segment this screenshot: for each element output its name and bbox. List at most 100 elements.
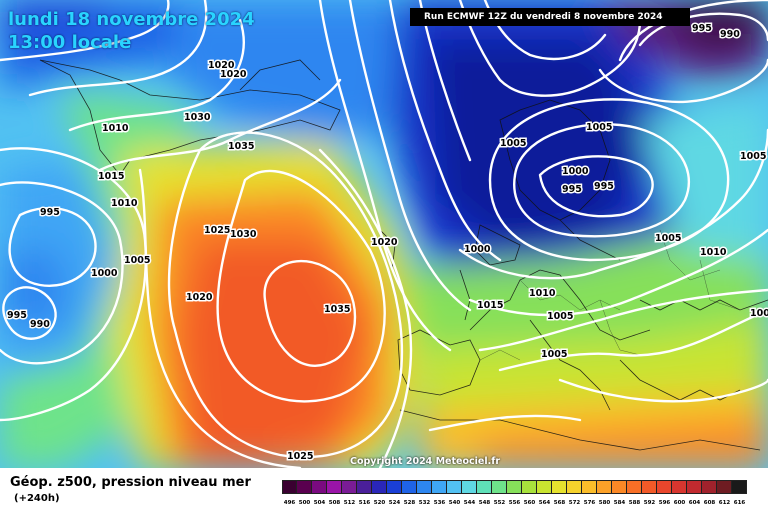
isobar-lines — [0, 0, 768, 468]
colorbar-swatch — [687, 480, 702, 494]
colorbar-tick-label: 604 — [688, 500, 701, 506]
colorbar-tick-label: 548 — [478, 500, 491, 506]
colorbar-tick-label: 508 — [328, 500, 341, 506]
colorbar — [282, 480, 747, 494]
colorbar-swatch — [432, 480, 447, 494]
isobar-label: 1020 — [220, 69, 247, 80]
coastlines — [39, 59, 768, 451]
z500-color-field — [0, 0, 768, 468]
colorbar-tick-label: 560 — [523, 500, 536, 506]
colorbar-tick-label: 524 — [388, 500, 401, 506]
colorbar-swatch — [597, 480, 612, 494]
geopotential-map: 1020 1020 1030 1035 1015 1010 995 1005 1… — [0, 0, 768, 468]
isobar-label: 995 — [40, 207, 60, 218]
isobar-label: 1010 — [700, 247, 727, 258]
colorbar-tick-label: 580 — [598, 500, 611, 506]
isobar-label: 995 — [692, 23, 712, 34]
map-area: 1020 1020 1030 1035 1015 1010 995 1005 1… — [0, 0, 768, 468]
isobar-label: 1005 — [547, 311, 573, 322]
isobar-label: 1010 — [529, 288, 556, 299]
isobar-label: 1005 — [655, 233, 681, 244]
colorbar-tick-label: 544 — [463, 500, 476, 506]
colorbar-tick-label: 576 — [583, 500, 596, 506]
colorbar-swatch — [717, 480, 732, 494]
isobar-label: 1035 — [228, 141, 254, 152]
colorbar-swatch — [312, 480, 327, 494]
isobar-label: 1035 — [324, 304, 350, 315]
colorbar-swatch — [447, 480, 462, 494]
model-run-info: Run ECMWF 12Z du vendredi 8 novembre 202… — [410, 8, 690, 26]
colorbar-tick-label: 572 — [568, 500, 581, 506]
pressure-labels: 1020 1020 1030 1035 1015 1010 995 1005 1… — [6, 22, 768, 464]
isobar-label: 1005 — [124, 255, 150, 266]
isobar-label: 1030 — [184, 112, 211, 123]
colorbar-swatch — [417, 480, 432, 494]
isobar-label: 1005 — [586, 122, 612, 133]
isobar-label: 1020 — [186, 292, 213, 303]
forecast-date: lundi 18 novembre 2024 — [8, 9, 255, 30]
colorbar-tick-label: 588 — [628, 500, 641, 506]
isobar-label: 1000 — [91, 268, 118, 279]
colorbar-tick-label: 568 — [553, 500, 566, 506]
isobar-label: 995 — [562, 184, 582, 195]
colorbar-tick-label: 592 — [643, 500, 656, 506]
colorbar-tick-label: 584 — [613, 500, 626, 506]
isobar-label: 1015 — [98, 171, 124, 182]
isobar-label: 1000 — [562, 166, 589, 177]
colorbar-swatch — [672, 480, 687, 494]
colorbar-swatch — [507, 480, 522, 494]
colorbar-tick-label: 500 — [298, 500, 311, 506]
isobar-label: 1015 — [477, 300, 503, 311]
colorbar-swatch — [657, 480, 672, 494]
colorbar-tick-label: 516 — [358, 500, 371, 506]
colorbar-tick-label: 564 — [538, 500, 551, 506]
colorbar-swatch — [477, 480, 492, 494]
colorbar-swatch — [492, 480, 507, 494]
colorbar-tick-label: 612 — [718, 500, 731, 506]
isobar-label: 1030 — [230, 229, 257, 240]
colorbar-swatch — [357, 480, 372, 494]
colorbar-tick-label: 596 — [658, 500, 671, 506]
isobar-label: 1005 — [740, 151, 766, 162]
isobar-label: 990 — [720, 29, 740, 40]
colorbar-labels: 496 500 504 508 512 516 520 524 528 532 536 540 544 5… — [282, 500, 747, 506]
colorbar-swatch — [282, 480, 297, 494]
colorbar-swatch — [297, 480, 312, 494]
isobar-label: 1005 — [500, 138, 526, 149]
colorbar-tick-label: 608 — [703, 500, 716, 506]
colorbar-swatch — [552, 480, 567, 494]
colorbar-swatch — [462, 480, 477, 494]
colorbar-swatch — [522, 480, 537, 494]
country-borders — [479, 229, 741, 361]
colorbar-swatch — [372, 480, 387, 494]
isobar-label: 1020 — [371, 237, 398, 248]
colorbar-swatch — [402, 480, 417, 494]
lead-time-label: (+240h) — [14, 493, 60, 504]
isobar-label: 1020 — [208, 60, 235, 71]
copyright-notice: Copyright 2024 Meteociel.fr — [350, 456, 501, 467]
legend-title: Géop. z500, pression niveau mer — [10, 475, 251, 490]
colorbar-swatch — [612, 480, 627, 494]
colorbar-tick-label: 540 — [448, 500, 461, 506]
colorbar-swatch — [627, 480, 642, 494]
colorbar-swatch — [567, 480, 582, 494]
isobar-label: 1010 — [111, 198, 138, 209]
colorbar-swatch — [342, 480, 357, 494]
colorbar-tick-label: 536 — [433, 500, 446, 506]
colorbar-tick-label: 532 — [418, 500, 431, 506]
colorbar-swatch — [327, 480, 342, 494]
colorbar-tick-label: 504 — [313, 500, 326, 506]
isobar-label: 1000 — [464, 244, 491, 255]
colorbar-swatch — [582, 480, 597, 494]
colorbar-tick-label: 552 — [493, 500, 506, 506]
colorbar-swatch — [702, 480, 717, 494]
colorbar-swatch — [387, 480, 402, 494]
forecast-local-time: 13:00 locale — [8, 32, 132, 53]
isobar-label: 1005 — [750, 308, 768, 319]
legend-panel: Géop. z500, pression niveau mer (+240h) … — [0, 468, 768, 512]
colorbar-swatch — [732, 480, 747, 494]
isobar-label: 990 — [30, 319, 50, 330]
isobar-label: 995 — [594, 181, 614, 192]
colorbar-tick-label: 600 — [673, 500, 686, 506]
isobar-label: 1005 — [541, 349, 567, 360]
